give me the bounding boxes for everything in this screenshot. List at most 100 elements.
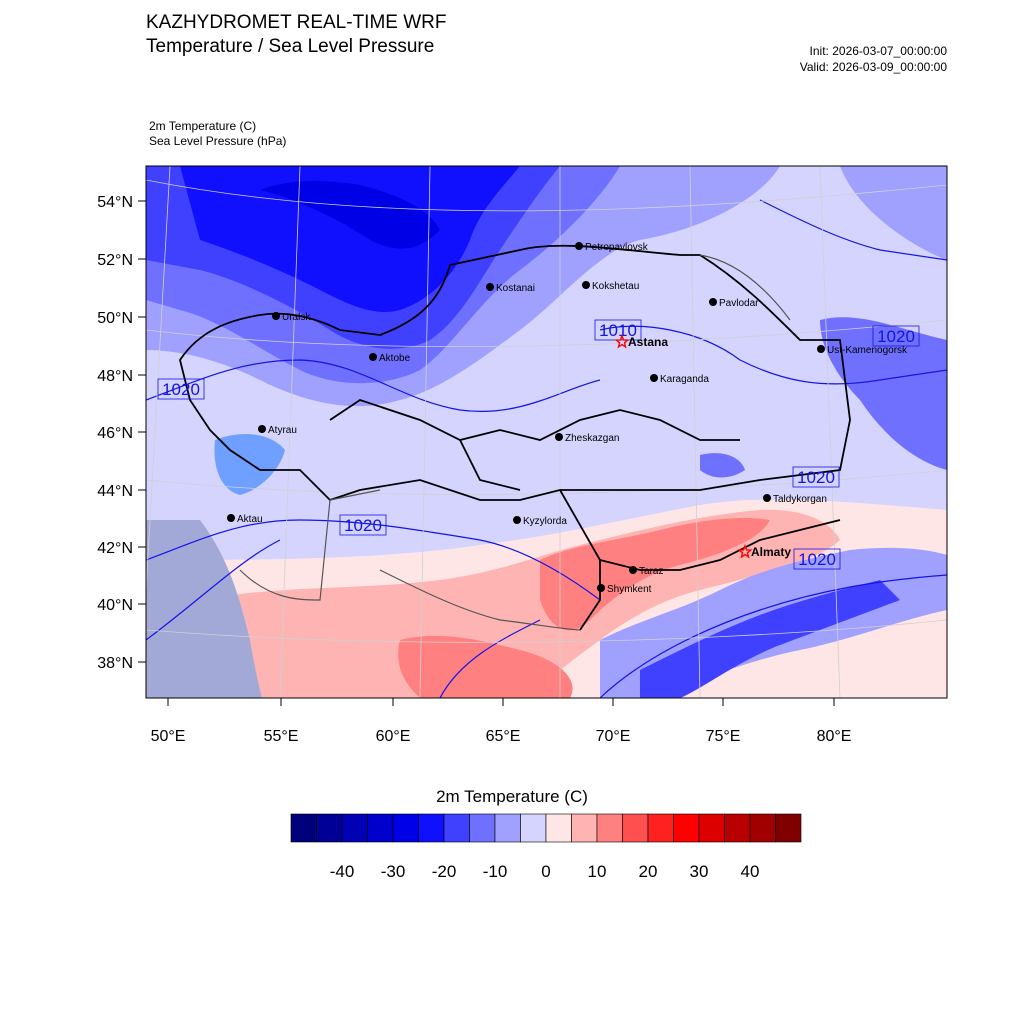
city-dot xyxy=(709,298,717,306)
city-label: Uralsk xyxy=(282,312,311,323)
colorbar-swatch xyxy=(775,813,802,843)
city-dot xyxy=(763,494,771,502)
isobar-label: 1020 xyxy=(877,327,915,346)
capital-star-icon xyxy=(614,334,630,349)
lat-tick-label: 38°N xyxy=(97,655,133,672)
colorbar-swatch xyxy=(520,813,547,843)
lat-tick-label: 46°N xyxy=(97,425,133,442)
colorbar-swatch xyxy=(545,813,572,843)
colorbar-swatch xyxy=(596,813,623,843)
colorbar-swatch xyxy=(749,813,776,843)
colorbar-tick-label: 40 xyxy=(741,862,760,881)
colorbar-swatch xyxy=(316,813,343,843)
colorbar-swatch xyxy=(341,813,368,843)
city-markers: Petropavlovsk Kostanai Kokshetau Pavlodar Ur… xyxy=(227,242,908,595)
colorbar-swatch xyxy=(392,813,419,843)
lon-tick-label: 55°E xyxy=(264,728,299,745)
lat-tick-label: 40°N xyxy=(97,597,133,614)
isobar-label: 1020 xyxy=(797,468,835,487)
lat-tick-label: 52°N xyxy=(97,252,133,269)
lon-tick-label: 70°E xyxy=(596,728,631,745)
map-subtitle: Temperature / Sea Level Pressure xyxy=(146,36,435,57)
city-dot xyxy=(582,281,590,289)
lon-tick-label: 80°E xyxy=(817,728,852,745)
colorbar-swatch xyxy=(622,813,649,843)
lat-tick-label: 54°N xyxy=(97,194,133,211)
colorbar-tick-label: -10 xyxy=(483,862,508,881)
isobar-labels: 1010 1020 1020 1020 1020 1020 xyxy=(157,319,920,570)
city-label: Taraz xyxy=(639,566,663,577)
isobar-label: 1020 xyxy=(798,550,836,569)
colorbar-swatch xyxy=(418,813,445,843)
city-dot xyxy=(597,584,605,592)
lon-tick-label: 50°E xyxy=(151,728,186,745)
city-label: Kostanai xyxy=(496,283,535,294)
lon-tick-label: 60°E xyxy=(376,728,411,745)
field-label-temperature: 2m Temperature (C) xyxy=(149,119,257,133)
city-label: Almaty xyxy=(751,545,791,559)
colorbar-swatch xyxy=(571,813,598,843)
city-label: Petropavlovsk xyxy=(585,242,649,253)
colorbar-tick-label: -30 xyxy=(381,862,406,881)
city-dot xyxy=(650,374,658,382)
lat-tick-label: 42°N xyxy=(97,540,133,557)
city-dot xyxy=(272,312,280,320)
city-label: Aktobe xyxy=(379,353,411,364)
city-dot xyxy=(817,345,825,353)
city-label: Karaganda xyxy=(660,374,709,385)
city-label: Pavlodar xyxy=(719,298,759,309)
city-label: Ust-Kamenogorsk xyxy=(827,345,908,356)
city-label: Aktau xyxy=(237,514,263,525)
colorbar-tick-label: -20 xyxy=(432,862,457,881)
city-label: Kyzylorda xyxy=(523,516,567,527)
colorbar-swatch xyxy=(698,813,725,843)
lat-tick-label: 44°N xyxy=(97,483,133,500)
lat-tick-label: 50°N xyxy=(97,310,133,327)
lon-tick-label: 75°E xyxy=(706,728,741,745)
graticule xyxy=(146,166,947,698)
city-dot xyxy=(629,566,637,574)
colorbar-tick-labels: -40 -30 -20 -10 0 10 20 30 40 xyxy=(330,862,760,881)
latitude-axis: 54°N 52°N 50°N 48°N 46°N 44°N 42°N 40°N 38°N xyxy=(97,194,146,672)
colorbar-tick-label: 0 xyxy=(541,862,550,881)
longitude-axis: 50°E 55°E 60°E 65°E 70°E 75°E 80°E xyxy=(151,698,852,745)
colorbar-tick-label: -40 xyxy=(330,862,355,881)
city-label: Kokshetau xyxy=(592,281,639,292)
capital-star-icon xyxy=(737,544,753,559)
field-label-pressure: Sea Level Pressure (hPa) xyxy=(149,134,287,148)
isobar-lines xyxy=(146,199,947,698)
city-label: Shymkent xyxy=(607,584,652,595)
colorbar-swatch xyxy=(724,813,751,843)
region-borders xyxy=(179,244,851,631)
colorbar-tick-label: 10 xyxy=(588,862,607,881)
init-time: Init: 2026-03-07_00:00:00 xyxy=(809,44,947,58)
lat-tick-label: 48°N xyxy=(97,368,133,385)
isobar-label: 1020 xyxy=(162,380,200,399)
colorbar-tick-label: 30 xyxy=(690,862,709,881)
city-dot xyxy=(227,514,235,522)
city-dot xyxy=(258,425,266,433)
colorbar-swatch xyxy=(469,813,496,843)
colorbar-swatch xyxy=(290,813,317,843)
isobar-label: 1020 xyxy=(344,516,382,535)
city-dot xyxy=(555,433,563,441)
map-title: KAZHYDROMET REAL-TIME WRF xyxy=(146,12,447,33)
city-label: Taldykorgan xyxy=(773,494,827,505)
temperature-colorbar xyxy=(290,813,802,843)
city-label: Astana xyxy=(628,335,668,349)
city-label: Atyrau xyxy=(268,425,297,436)
lon-tick-label: 65°E xyxy=(486,728,521,745)
colorbar-swatch xyxy=(367,813,394,843)
city-dot xyxy=(486,283,494,291)
colorbar-swatch xyxy=(443,813,470,843)
city-label: Zheskazgan xyxy=(565,433,619,444)
colorbar-title: 2m Temperature (C) xyxy=(436,787,588,806)
colorbar-swatch xyxy=(647,813,674,843)
colorbar-swatch xyxy=(673,813,700,843)
isobar-label: 1010 xyxy=(599,321,637,340)
valid-time: Valid: 2026-03-09_00:00:00 xyxy=(799,60,947,74)
city-dot xyxy=(513,516,521,524)
country-borders-south xyxy=(239,254,791,631)
city-dot xyxy=(369,353,377,361)
